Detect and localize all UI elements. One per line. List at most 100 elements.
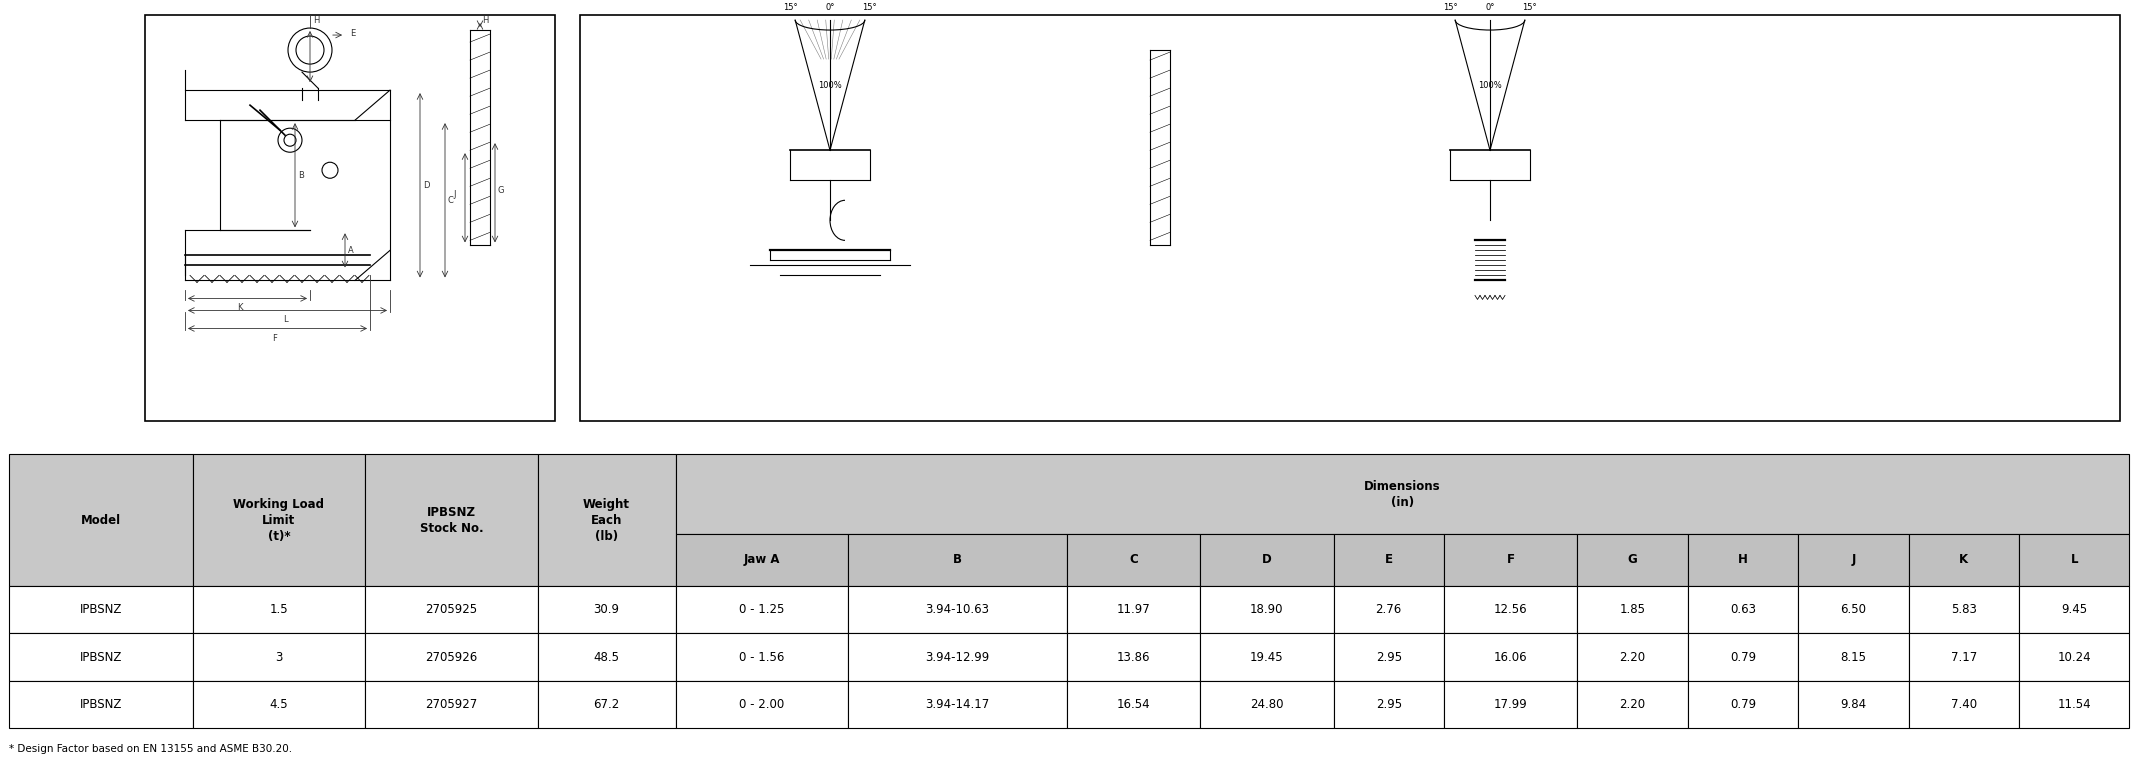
Text: 7.40: 7.40 xyxy=(1950,698,1978,711)
Bar xyxy=(2018,681,2129,728)
Bar xyxy=(9,634,192,681)
Bar xyxy=(1687,634,1798,681)
Text: 0.79: 0.79 xyxy=(1730,651,1755,664)
Text: H: H xyxy=(481,16,487,25)
Text: 0.79: 0.79 xyxy=(1730,698,1755,711)
Text: 9.45: 9.45 xyxy=(2061,603,2087,616)
Text: IPBSNZ: IPBSNZ xyxy=(79,603,122,616)
Text: 48.5: 48.5 xyxy=(594,651,620,664)
Bar xyxy=(1909,534,2018,586)
Text: 0°: 0° xyxy=(1486,3,1494,12)
Text: H: H xyxy=(312,15,319,25)
Bar xyxy=(1909,681,2018,728)
Text: 2705926: 2705926 xyxy=(425,651,477,664)
Bar xyxy=(192,634,366,681)
Text: Weight
Each
(lb): Weight Each (lb) xyxy=(584,498,631,543)
Text: * Design Factor based on EN 13155 and ASME B30.20.: * Design Factor based on EN 13155 and AS… xyxy=(9,744,291,754)
Text: E: E xyxy=(351,28,355,38)
Bar xyxy=(366,634,537,681)
Bar xyxy=(1067,586,1199,634)
Text: 15°: 15° xyxy=(783,3,797,12)
Text: 18.90: 18.90 xyxy=(1251,603,1283,616)
Bar xyxy=(537,586,676,634)
Bar xyxy=(1067,534,1199,586)
Text: C: C xyxy=(1129,554,1137,566)
Bar xyxy=(366,586,537,634)
Bar xyxy=(1334,681,1443,728)
Text: 19.45: 19.45 xyxy=(1251,651,1283,664)
Text: Working Load
Limit
(t)*: Working Load Limit (t)* xyxy=(233,498,325,543)
Bar xyxy=(849,634,1067,681)
Text: 100%: 100% xyxy=(819,81,842,90)
Bar xyxy=(366,454,537,586)
Bar xyxy=(1578,634,1687,681)
Text: C: C xyxy=(449,196,453,205)
Bar xyxy=(1798,681,1909,728)
Text: 4.5: 4.5 xyxy=(269,698,289,711)
Text: 1.85: 1.85 xyxy=(1621,603,1646,616)
Bar xyxy=(1199,634,1334,681)
Text: 7.17: 7.17 xyxy=(1950,651,1978,664)
Text: 3.94-10.63: 3.94-10.63 xyxy=(926,603,990,616)
Text: 6.50: 6.50 xyxy=(1841,603,1866,616)
Text: 3.94-12.99: 3.94-12.99 xyxy=(926,651,990,664)
Bar xyxy=(1687,681,1798,728)
Bar xyxy=(1199,681,1334,728)
Text: 11.97: 11.97 xyxy=(1116,603,1150,616)
Text: 13.86: 13.86 xyxy=(1116,651,1150,664)
Text: IPBSNZ: IPBSNZ xyxy=(79,651,122,664)
Text: G: G xyxy=(1627,554,1638,566)
Bar xyxy=(1443,586,1578,634)
Bar xyxy=(676,454,2129,534)
Bar xyxy=(192,454,366,586)
Bar xyxy=(1578,681,1687,728)
Text: 3: 3 xyxy=(276,651,282,664)
Bar xyxy=(1067,681,1199,728)
Text: 2.20: 2.20 xyxy=(1618,651,1646,664)
Text: L: L xyxy=(2070,554,2078,566)
Text: K: K xyxy=(1958,554,1969,566)
Bar xyxy=(2018,534,2129,586)
Text: 16.06: 16.06 xyxy=(1494,651,1527,664)
Bar xyxy=(1909,586,2018,634)
Bar xyxy=(1578,586,1687,634)
Text: 2.95: 2.95 xyxy=(1375,651,1403,664)
Text: E: E xyxy=(1385,554,1392,566)
Text: 10.24: 10.24 xyxy=(2057,651,2091,664)
Text: D: D xyxy=(1261,554,1272,566)
Text: 0°: 0° xyxy=(825,3,834,12)
Bar xyxy=(676,681,849,728)
Bar xyxy=(676,586,849,634)
Text: 11.54: 11.54 xyxy=(2057,698,2091,711)
Bar xyxy=(676,534,849,586)
Bar xyxy=(1687,586,1798,634)
Text: A: A xyxy=(348,246,353,255)
Text: 8.15: 8.15 xyxy=(1841,651,1866,664)
Text: 0 - 1.25: 0 - 1.25 xyxy=(740,603,785,616)
Bar xyxy=(1798,634,1909,681)
Text: 2.76: 2.76 xyxy=(1375,603,1403,616)
Bar xyxy=(1334,634,1443,681)
Text: IPBSNZ
Stock No.: IPBSNZ Stock No. xyxy=(419,505,483,534)
Bar xyxy=(1798,586,1909,634)
Bar xyxy=(1443,681,1578,728)
Bar xyxy=(537,634,676,681)
Bar xyxy=(1067,634,1199,681)
Bar xyxy=(9,454,192,586)
Text: J: J xyxy=(453,190,455,199)
Bar xyxy=(579,15,2121,421)
Text: 15°: 15° xyxy=(1522,3,1537,12)
Text: 5.83: 5.83 xyxy=(1950,603,1978,616)
Text: 30.9: 30.9 xyxy=(594,603,620,616)
Bar xyxy=(1578,534,1687,586)
Bar xyxy=(9,586,192,634)
Bar xyxy=(537,681,676,728)
Text: 1.5: 1.5 xyxy=(269,603,289,616)
Bar xyxy=(1909,634,2018,681)
Text: 16.54: 16.54 xyxy=(1116,698,1150,711)
Bar xyxy=(2018,586,2129,634)
Text: Model: Model xyxy=(81,514,120,527)
Text: L: L xyxy=(282,315,286,325)
Bar xyxy=(1334,586,1443,634)
Bar xyxy=(849,681,1067,728)
